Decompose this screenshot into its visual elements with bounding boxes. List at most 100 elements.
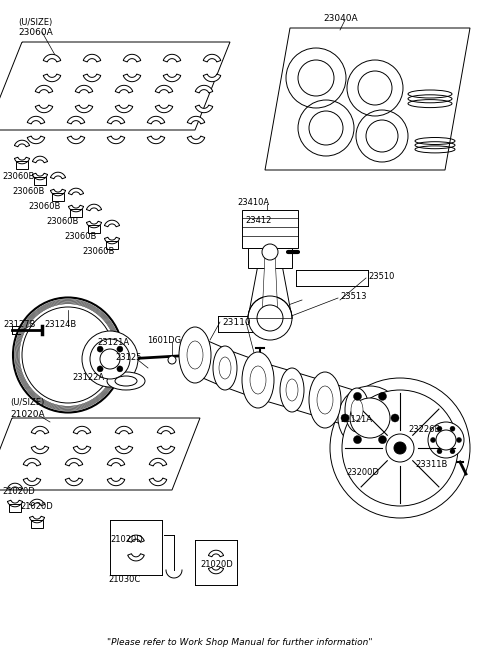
Polygon shape (208, 550, 224, 557)
Text: 21020A: 21020A (10, 410, 45, 419)
Bar (35, 177, 46, 185)
Circle shape (386, 434, 414, 462)
Polygon shape (29, 499, 45, 506)
Polygon shape (50, 189, 66, 196)
Text: 23125: 23125 (115, 353, 142, 362)
Bar (71, 209, 82, 217)
Text: 21020D: 21020D (20, 502, 53, 511)
Text: 21030C: 21030C (108, 575, 140, 584)
Polygon shape (157, 446, 175, 454)
Text: 23226B: 23226B (408, 425, 440, 434)
Circle shape (117, 346, 123, 352)
Polygon shape (203, 74, 221, 82)
Text: 23060B: 23060B (64, 232, 96, 241)
Text: "Please refer to Work Shop Manual for further information": "Please refer to Work Shop Manual for fu… (107, 638, 373, 647)
Circle shape (168, 356, 176, 364)
Ellipse shape (345, 388, 369, 432)
Circle shape (391, 414, 399, 422)
Polygon shape (107, 478, 125, 485)
Circle shape (436, 430, 456, 450)
Bar (52, 193, 63, 201)
Polygon shape (43, 74, 61, 82)
Polygon shape (107, 117, 125, 124)
Text: 23311B: 23311B (415, 460, 447, 469)
Text: 23060B: 23060B (28, 202, 60, 211)
Polygon shape (65, 458, 83, 466)
Polygon shape (50, 172, 66, 179)
Circle shape (450, 426, 455, 431)
Circle shape (437, 449, 442, 454)
Polygon shape (195, 105, 213, 113)
Polygon shape (73, 446, 91, 454)
Ellipse shape (107, 372, 145, 390)
Polygon shape (163, 54, 181, 62)
Circle shape (431, 438, 435, 443)
Polygon shape (83, 74, 101, 82)
Polygon shape (123, 54, 141, 62)
Ellipse shape (219, 357, 231, 379)
Polygon shape (31, 446, 49, 454)
Circle shape (330, 378, 470, 518)
Polygon shape (105, 220, 120, 227)
Polygon shape (115, 426, 133, 434)
Polygon shape (35, 85, 53, 93)
Polygon shape (123, 74, 141, 82)
Circle shape (82, 331, 138, 387)
Polygon shape (75, 85, 93, 93)
Circle shape (350, 398, 390, 438)
Polygon shape (69, 188, 84, 195)
Polygon shape (29, 516, 45, 523)
Text: 23060B: 23060B (12, 187, 44, 196)
Text: 23513: 23513 (340, 292, 367, 301)
Bar (88, 225, 99, 233)
Circle shape (456, 438, 461, 443)
Polygon shape (115, 85, 133, 93)
Bar (248, 248, 292, 268)
Bar (16, 160, 27, 170)
Circle shape (394, 442, 406, 454)
Circle shape (342, 390, 458, 506)
Polygon shape (187, 117, 205, 124)
Polygon shape (31, 426, 49, 434)
Circle shape (428, 422, 464, 458)
Text: 23410A: 23410A (237, 198, 269, 207)
Text: 23060A: 23060A (18, 28, 53, 37)
Text: 23510: 23510 (368, 272, 395, 281)
Circle shape (117, 366, 123, 372)
Text: 23060B: 23060B (82, 247, 114, 256)
Text: 23060B: 23060B (2, 172, 35, 181)
Polygon shape (27, 117, 45, 124)
Polygon shape (27, 136, 45, 143)
Text: 23040A: 23040A (323, 14, 358, 23)
Polygon shape (195, 85, 213, 93)
Polygon shape (86, 204, 102, 211)
Text: 1601DG: 1601DG (147, 336, 181, 345)
Polygon shape (203, 54, 221, 62)
Polygon shape (35, 105, 53, 113)
Bar (107, 240, 118, 250)
Ellipse shape (242, 352, 274, 408)
Polygon shape (188, 339, 232, 384)
Polygon shape (155, 85, 173, 93)
Polygon shape (7, 500, 23, 507)
Polygon shape (262, 254, 278, 318)
Circle shape (379, 392, 386, 400)
Polygon shape (287, 373, 330, 417)
Text: 23200D: 23200D (346, 468, 379, 477)
Circle shape (90, 339, 130, 379)
Polygon shape (147, 117, 165, 124)
Polygon shape (67, 117, 85, 124)
Text: 23122A: 23122A (72, 373, 104, 382)
Bar (242, 210, 298, 248)
Ellipse shape (213, 346, 237, 390)
Polygon shape (33, 157, 48, 163)
Ellipse shape (115, 376, 137, 386)
Circle shape (97, 366, 103, 372)
Ellipse shape (187, 341, 203, 369)
Polygon shape (115, 105, 133, 113)
Text: 23060B: 23060B (46, 217, 78, 226)
Ellipse shape (250, 366, 266, 394)
Polygon shape (208, 567, 224, 574)
Bar (31, 519, 43, 529)
Circle shape (97, 346, 103, 352)
